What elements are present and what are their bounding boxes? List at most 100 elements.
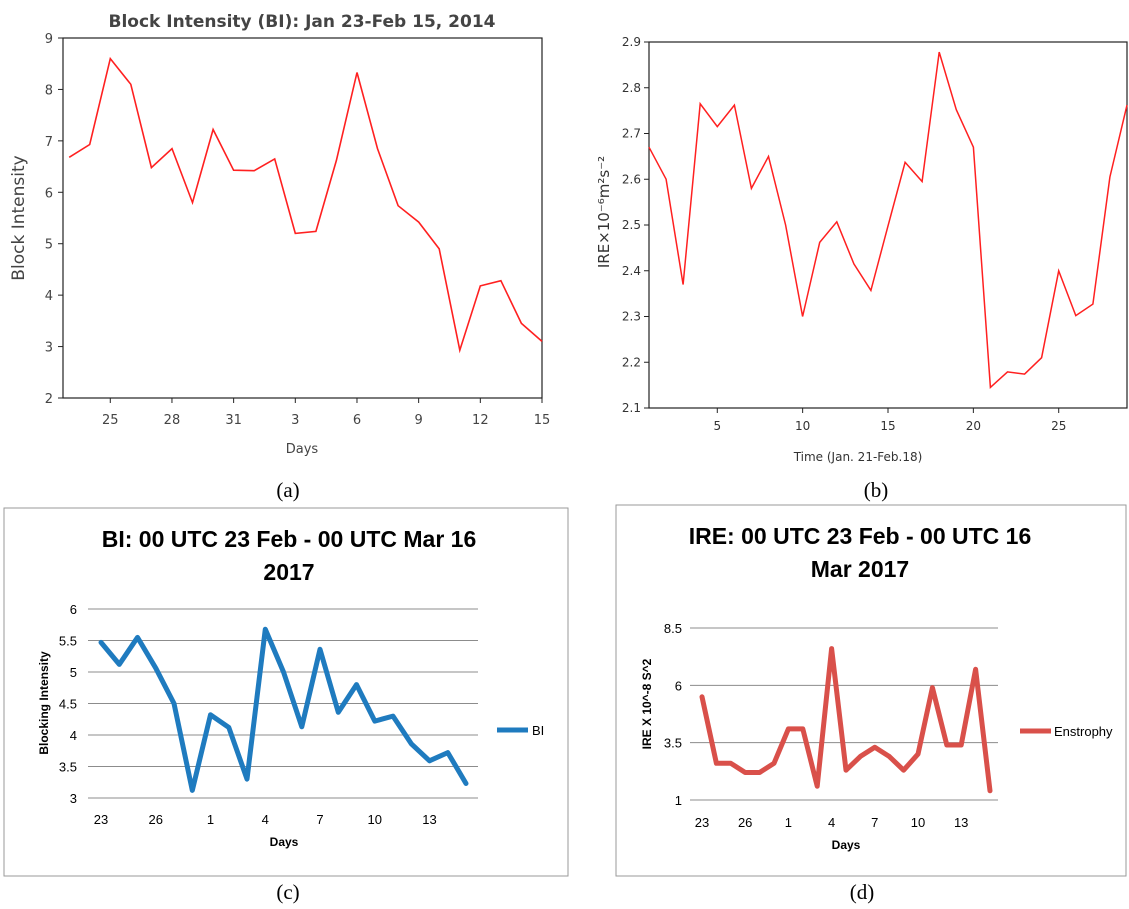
chart-a-y-tick-label: 9	[45, 32, 53, 47]
panel-label-d: (d)	[850, 880, 875, 904]
chart-a-y-tick-label: 8	[45, 83, 53, 98]
chart-d-ylabel: IRE X 10^-8 S^2	[640, 658, 654, 749]
chart-d-border	[615, 504, 1127, 877]
chart-d-x-tick-label: 13	[954, 815, 968, 830]
chart-a-line	[68, 56, 543, 354]
chart-d-x-tick-label: 23	[695, 815, 709, 830]
chart-d-y-axis: 1 3.5 6 8.5	[664, 621, 682, 808]
chart-b: 2.1 2.2 2.3 2.4 2.5 2.6 2.7 2.8 2.9 5 10 15 20 25 Ti…	[595, 35, 1128, 464]
chart-b-y-tick-label: 2.4	[622, 264, 641, 278]
chart-a-x-tick-label: 25	[102, 413, 119, 428]
chart-a-ylabel: Block Intensity	[9, 155, 29, 280]
chart-b-y-axis: 2.1 2.2 2.3 2.4 2.5 2.6 2.7 2.8 2.9	[622, 35, 649, 415]
chart-a-x-tick-label: 3	[291, 413, 299, 428]
chart-a-y-tick-label: 5	[45, 238, 53, 253]
chart-c-y-tick-label: 4.5	[59, 697, 77, 712]
chart-b-x-tick-label: 20	[966, 419, 981, 433]
chart-c-x-tick-label: 13	[422, 812, 436, 827]
chart-c-x-tick-label: 1	[207, 812, 214, 827]
chart-b-xlabel: Time (Jan. 21-Feb.18)	[793, 450, 923, 464]
chart-d-x-tick-label: 7	[871, 815, 878, 830]
chart-d-x-tick-label: 26	[738, 815, 752, 830]
chart-d-y-tick-label: 8.5	[664, 621, 682, 636]
chart-c-y-tick-label: 3	[70, 791, 77, 806]
chart-c-y-tick-label: 3.5	[59, 760, 77, 775]
chart-b-x-tick-label: 10	[795, 419, 810, 433]
chart-a-y-tick-label: 3	[45, 341, 53, 356]
panel-label-c: (c)	[276, 880, 299, 904]
chart-d-line	[699, 646, 993, 794]
chart-d-title-line2: Mar 2017	[811, 556, 909, 582]
chart-a-series	[68, 56, 543, 354]
chart-c-y-axis: 3 3.5 4 4.5 5 5.5 6	[59, 602, 77, 806]
chart-a-xlabel: Days	[286, 442, 319, 457]
chart-b-y-tick-label: 2.7	[622, 127, 641, 141]
chart-a-plot-frame	[62, 37, 543, 399]
chart-a-y-tick-label: 6	[45, 186, 53, 201]
chart-c-x-tick-label: 26	[149, 812, 163, 827]
chart-a-x-tick-label: 31	[225, 413, 242, 428]
chart-b-line	[648, 51, 1128, 389]
chart-c-x-tick-label: 7	[316, 812, 323, 827]
chart-d: IRE: 00 UTC 23 Feb - 00 UTC 16 Mar 2017 …	[615, 504, 1127, 877]
chart-b-series	[648, 51, 1128, 389]
chart-d-xlabel: Days	[832, 838, 861, 852]
chart-c-legend: BI	[497, 723, 544, 738]
chart-a-title: Block Intensity (BI): Jan 23-Feb 15, 201…	[109, 12, 496, 32]
chart-b-y-tick-label: 2.8	[622, 81, 641, 95]
chart-c: BI: 00 UTC 23 Feb - 00 UTC Mar 16 2017 3…	[3, 507, 569, 877]
chart-d-y-tick-label: 1	[675, 793, 682, 808]
chart-c-title-line2: 2017	[263, 559, 314, 585]
chart-d-legend-label: Enstrophy	[1054, 724, 1113, 739]
chart-d-x-tick-label: 4	[828, 815, 835, 830]
chart-c-x-tick-label: 10	[368, 812, 382, 827]
chart-a-y-tick-label: 2	[45, 392, 53, 407]
chart-a-x-tick-label: 15	[534, 413, 551, 428]
chart-d-x-tick-label: 1	[785, 815, 792, 830]
chart-c-y-tick-label: 6	[70, 602, 77, 617]
chart-c-border	[3, 507, 569, 877]
chart-b-x-tick-label: 25	[1051, 419, 1066, 433]
chart-b-y-tick-label: 2.5	[622, 218, 641, 232]
chart-d-title: IRE: 00 UTC 23 Feb - 00 UTC 16	[689, 523, 1032, 549]
chart-a: Block Intensity (BI): Jan 23-Feb 15, 201…	[9, 12, 550, 457]
chart-b-y-tick-label: 2.2	[622, 355, 641, 369]
chart-d-x-axis: 23 26 1 4 7 10 13	[695, 815, 969, 830]
chart-d-legend: Enstrophy	[1020, 724, 1113, 739]
panel-label-a: (a)	[276, 478, 299, 502]
chart-d-y-tick-label: 6	[675, 678, 682, 693]
chart-a-y-axis: 2 3 4 5 6 7 8 9	[45, 32, 63, 407]
chart-a-x-tick-label: 28	[164, 413, 181, 428]
chart-c-y-tick-label: 5	[70, 665, 77, 680]
chart-b-ylabel: IRE×10⁻⁶m²s⁻²	[595, 156, 613, 268]
chart-c-y-tick-label: 5.5	[59, 634, 77, 649]
chart-b-y-tick-label: 2.3	[622, 310, 641, 324]
chart-b-x-tick-label: 5	[713, 419, 721, 433]
chart-b-x-tick-label: 15	[880, 419, 895, 433]
chart-d-series	[699, 646, 993, 794]
chart-d-x-tick-label: 10	[911, 815, 925, 830]
chart-a-y-tick-label: 7	[45, 135, 53, 150]
chart-a-y-tick-label: 4	[45, 289, 53, 304]
chart-c-legend-label: BI	[532, 723, 544, 738]
panel-label-b: (b)	[864, 478, 889, 502]
chart-c-title: BI: 00 UTC 23 Feb - 00 UTC Mar 16	[102, 526, 477, 552]
chart-c-x-tick-label: 4	[262, 812, 269, 827]
chart-c-series	[98, 626, 469, 793]
chart-b-y-tick-label: 2.6	[622, 172, 641, 186]
chart-c-xlabel: Days	[270, 835, 299, 849]
chart-a-x-tick-label: 6	[353, 413, 361, 428]
chart-c-x-tick-label: 23	[94, 812, 108, 827]
chart-a-x-tick-label: 9	[415, 413, 423, 428]
chart-a-x-tick-label: 12	[472, 413, 489, 428]
chart-a-x-axis: 25 28 31 3 6 9 12 15	[102, 398, 550, 428]
chart-c-x-axis: 23 26 1 4 7 10 13	[94, 812, 437, 827]
chart-c-y-tick-label: 4	[70, 728, 77, 743]
chart-d-y-tick-label: 3.5	[664, 736, 682, 751]
chart-c-ylabel: Blocking Intensity	[37, 651, 51, 755]
chart-b-x-axis: 5 10 15 20 25	[713, 408, 1066, 433]
chart-c-line	[98, 626, 469, 793]
chart-b-y-tick-label: 2.1	[622, 401, 641, 415]
chart-b-y-tick-label: 2.9	[622, 35, 641, 49]
